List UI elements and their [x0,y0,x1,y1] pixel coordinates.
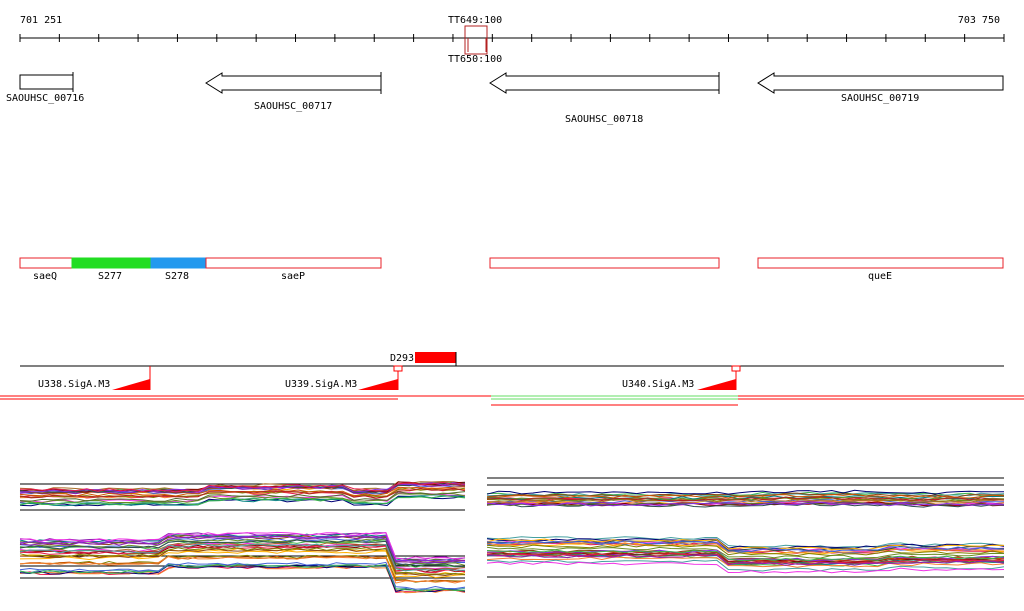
marker-label-bottom: TT650:100 [448,54,502,65]
expression-line [19,535,466,563]
promoter-marker [393,365,403,372]
promoter-u338[interactable]: U338.SigA.M3 [38,366,151,390]
gene-label: SAOUHSC_00719 [841,93,919,104]
expression-line [486,538,1005,549]
expression-line [19,543,465,572]
region-track: saeQ S277 S278 saeP queE [19,257,1004,282]
deletion-label: D293 [390,353,414,364]
expression-line [19,534,466,562]
promoter-label: U340.SigA.M3 [622,379,694,390]
expression-line [19,561,466,590]
marker-box[interactable] [464,25,488,55]
gene-saouhsc-00717[interactable]: SAOUHSC_00717 [205,72,382,112]
expression-line [486,546,1005,559]
region-s277[interactable] [71,257,152,269]
gene-track: SAOUHSC_00716 SAOUHSC_00717 SAOUHSC_0071… [6,72,1004,125]
gene-saouhsc-00716[interactable]: SAOUHSC_00716 [6,72,84,104]
expression-line [486,559,1005,572]
expression-line [486,496,1005,502]
gene-saouhsc-00719[interactable]: SAOUHSC_00719 [757,72,1004,104]
gene-arrow [19,74,74,90]
gene-arrow [489,72,720,94]
gene-label: SAOUHSC_00716 [6,93,84,104]
expression-line [486,561,1005,574]
promoter-triangle [358,379,398,390]
expression-line [19,547,466,575]
expression-line [486,502,1005,508]
gene-label: SAOUHSC_00717 [254,101,332,112]
expression-line [19,487,466,499]
expression-line [19,550,466,579]
expression-line [486,549,1005,562]
expression-line [486,542,1005,555]
region-label-saep: saeP [281,271,305,282]
ruler-ticks [19,34,1005,42]
gene-saouhsc-00718[interactable]: SAOUHSC_00718 [489,72,720,125]
expression-line [19,531,466,560]
promoter-u340[interactable]: U340.SigA.M3 [622,365,741,390]
region-saeq[interactable] [19,257,73,269]
expression-profile-right [486,477,1005,578]
expression-line [486,495,1004,500]
expression-line [19,563,466,592]
expression-line [486,540,1005,552]
promoter-triangle [112,379,150,390]
promoter-triangle [697,379,736,390]
region-s278[interactable] [150,257,207,269]
region-label-s278: S278 [165,271,189,282]
promoter-label: U339.SigA.M3 [285,379,357,390]
expression-line [19,556,466,584]
feature-track: D293 U338.SigA.M3 U339.SigA.M3 U340.SigA… [0,352,1024,406]
promoter-label: U338.SigA.M3 [38,379,110,390]
expression-line [19,481,466,493]
expression-line [486,556,1005,568]
gene-arrow [757,72,1004,94]
region-label-s277: S277 [98,271,122,282]
expression-line [19,494,466,506]
expression-line [19,484,466,495]
expression-line [19,539,466,568]
gene-label: SAOUHSC_00718 [565,114,643,125]
region-saep[interactable] [205,257,382,269]
ruler-start-label: 701 251 [20,15,62,26]
expression-line [486,544,1005,557]
deletion-d293[interactable] [415,352,456,363]
expression-line [486,493,1005,499]
expression-line [19,482,466,493]
region-unlabeled[interactable] [489,257,720,269]
region-label-quee: queE [868,271,892,282]
ruler-track: 701 251 703 750 TT649:100 TT650:100 [19,15,1005,65]
region-quee[interactable] [757,257,1004,269]
expression-line [486,554,1005,566]
region-label-saeq: saeQ [33,271,57,282]
ruler-end-label: 703 750 [958,15,1000,26]
expression-line [19,545,466,574]
expression-line [486,501,1005,507]
expression-profile-left [19,480,466,594]
marker-label-top: TT649:100 [448,15,502,26]
expression-line [486,489,1004,495]
expression-line [486,551,1005,564]
expression-line [19,491,466,502]
promoter-u339[interactable]: U339.SigA.M3 [285,365,403,390]
expression-line [486,501,1005,507]
promoter-marker [731,365,741,372]
gene-arrow [205,72,382,94]
